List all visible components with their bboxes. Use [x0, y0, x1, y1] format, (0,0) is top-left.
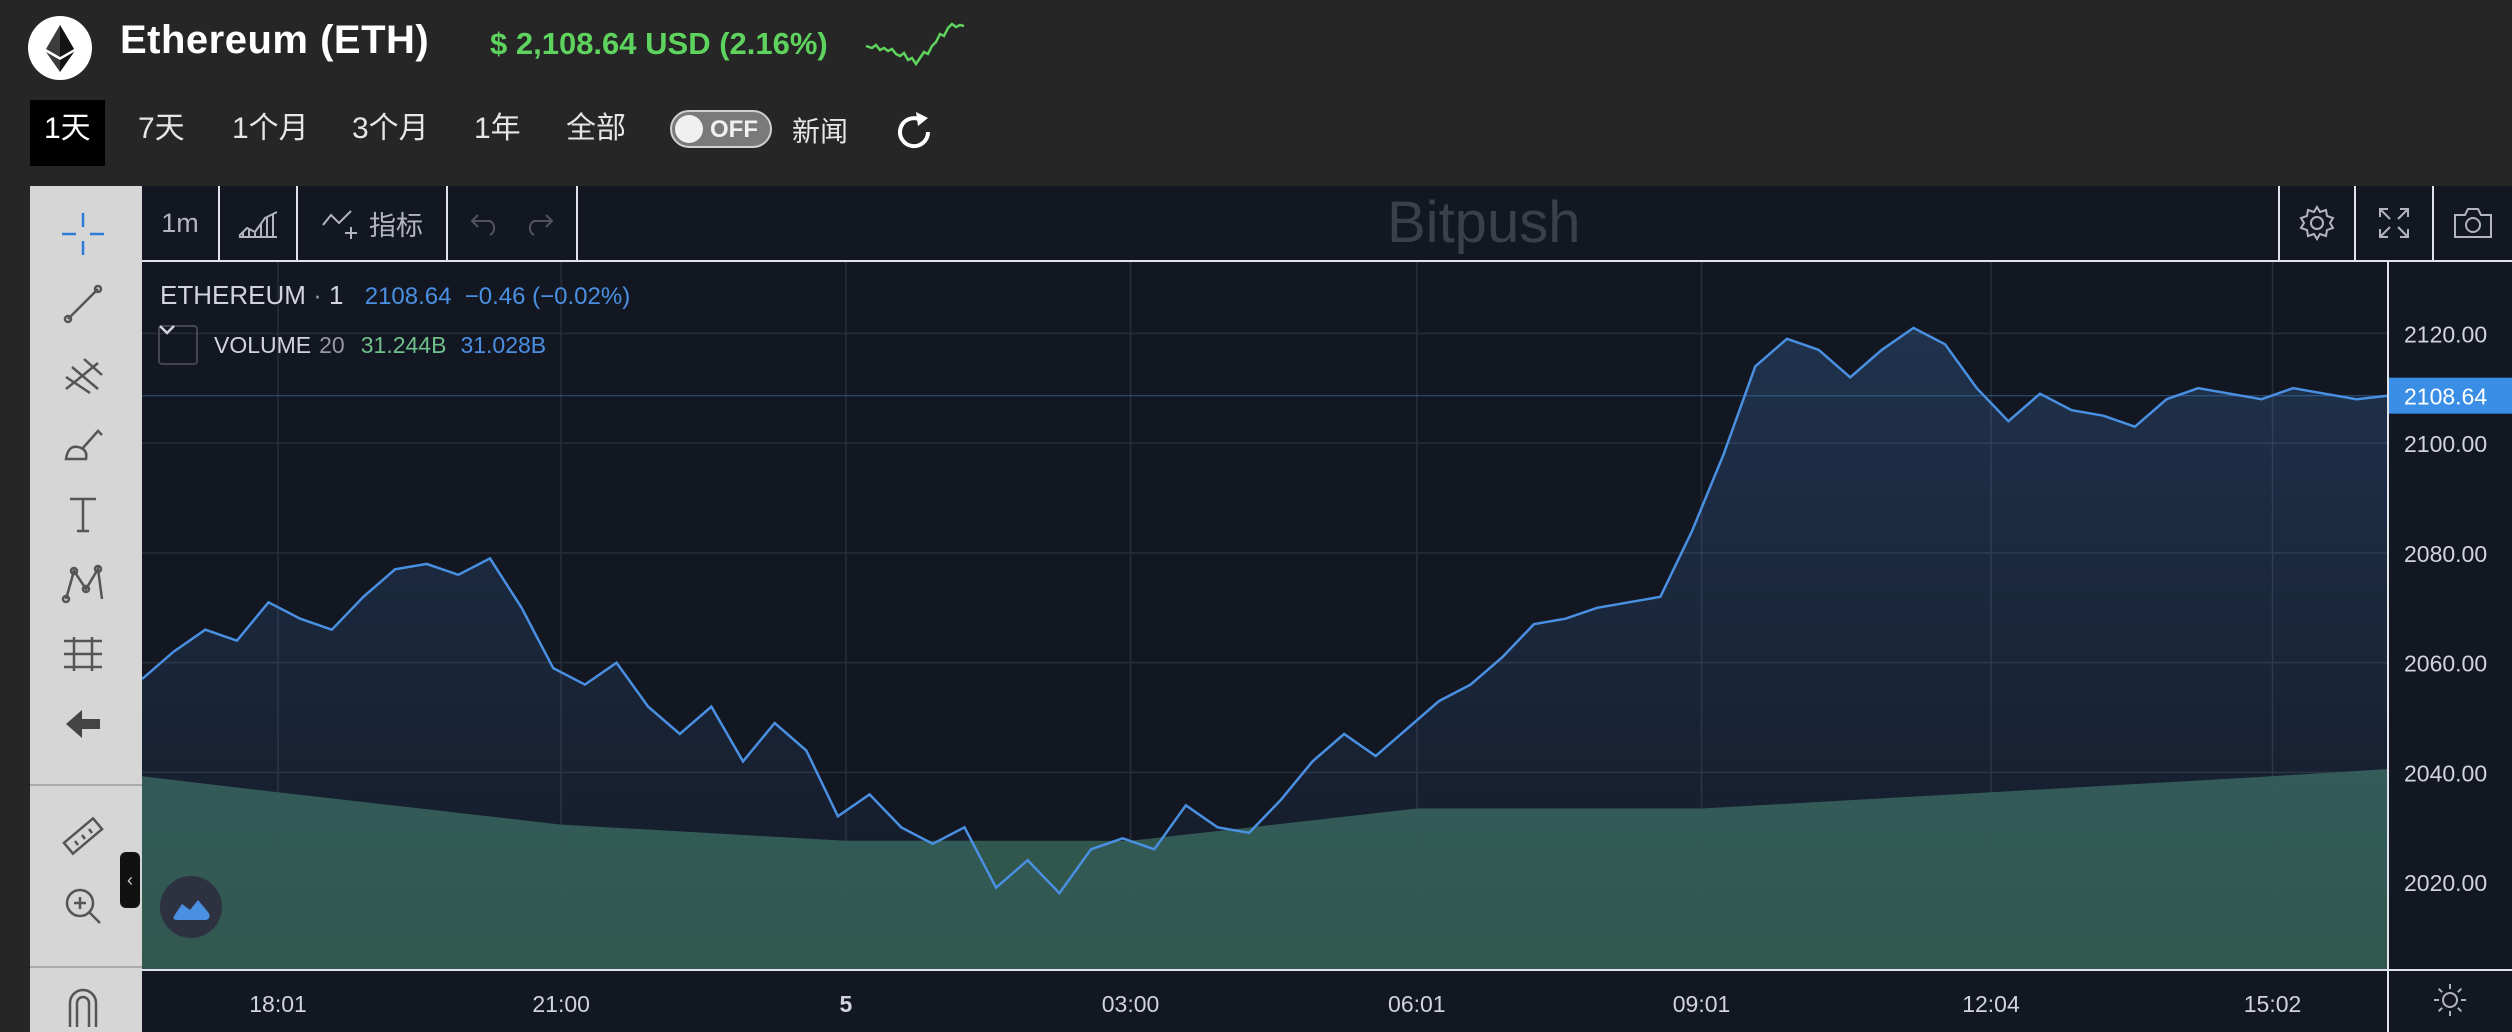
- news-toggle[interactable]: OFF: [670, 110, 772, 148]
- page-title: Ethereum (ETH): [120, 18, 430, 62]
- brush-icon[interactable]: [52, 416, 114, 472]
- magnet-icon[interactable]: [52, 976, 114, 1032]
- chevron-down-icon[interactable]: [158, 325, 198, 365]
- x-tick-label: 18:01: [249, 991, 307, 1017]
- pitchfork-icon[interactable]: [52, 346, 114, 402]
- news-label: 新闻: [792, 116, 849, 147]
- x-tick-label: 21:00: [532, 991, 590, 1017]
- tab-7d[interactable]: 7天: [138, 112, 185, 145]
- x-tick-label: 15:02: [2244, 991, 2302, 1017]
- trend-line-icon[interactable]: [52, 276, 114, 332]
- legend-price: 2108.64: [364, 283, 452, 310]
- sparkline-chart-icon: [865, 22, 965, 67]
- refresh-icon[interactable]: [890, 108, 938, 156]
- tab-1d[interactable]: 1天: [30, 100, 105, 166]
- zoom-in-icon[interactable]: [52, 878, 114, 934]
- y-tick-label: 2060.00: [2404, 651, 2487, 677]
- price-chart-svg[interactable]: 2020.00 2040.00 2060.00 2080.00 2100.00 2120.…: [142, 262, 2512, 1032]
- crosshair-icon[interactable]: [52, 206, 114, 262]
- volume-name: VOLUME: [214, 331, 312, 358]
- x-tick-label: 5: [839, 991, 852, 1017]
- x-tick-label: 06:01: [1388, 991, 1446, 1017]
- indicators-button[interactable]: 指标: [298, 186, 448, 260]
- y-tick-label: 2100.00: [2404, 431, 2487, 457]
- legend-interval: 1: [329, 280, 344, 310]
- volume-period: 20: [319, 331, 345, 358]
- expand-icon: [2379, 208, 2409, 238]
- ruler-icon[interactable]: [52, 808, 114, 864]
- chart-type-button[interactable]: [220, 186, 298, 260]
- last-price-tag: [2388, 377, 2512, 414]
- settings-button[interactable]: [2278, 186, 2356, 260]
- indicators-label: 指标: [369, 210, 423, 241]
- tab-all[interactable]: 全部: [566, 112, 626, 145]
- volume-ma: 31.028B: [460, 331, 547, 358]
- undo-icon[interactable]: [468, 209, 502, 237]
- volume-legend: VOLUME 20 31.244B 31.028B: [158, 324, 546, 366]
- brand-watermark: Bitpush: [1387, 190, 1581, 255]
- legend-symbol: ETHEREUM: [160, 280, 306, 310]
- chart-toolbar: 1m 指标 Bitpush: [142, 186, 2512, 262]
- gear-icon: [2299, 205, 2335, 241]
- y-tick-label: 2080.00: [2404, 541, 2487, 567]
- area-chart-icon: [238, 211, 278, 238]
- y-tick-label: 2040.00: [2404, 760, 2487, 786]
- indicators-icon: [322, 210, 357, 239]
- screenshot-button[interactable]: [2434, 186, 2512, 260]
- legend-change: −0.46 (−0.02%): [464, 283, 631, 310]
- interval-button[interactable]: 1m: [142, 186, 220, 260]
- x-tick-label: 12:04: [1962, 991, 2020, 1017]
- y-tick-label: 2020.00: [2404, 870, 2487, 896]
- tab-1m[interactable]: 1个月: [232, 112, 309, 145]
- back-arrow-icon[interactable]: [52, 696, 114, 752]
- price-line: [142, 326, 2389, 896]
- price-summary: $ 2,108.64 USD (2.16%): [490, 26, 828, 61]
- toolbar-divider: [30, 784, 142, 786]
- fullscreen-button[interactable]: [2356, 186, 2434, 260]
- toolbar-divider: [30, 966, 142, 968]
- collapse-toolbar-icon[interactable]: ‹: [120, 852, 140, 908]
- tab-1y[interactable]: 1年: [474, 112, 521, 145]
- camera-icon: [2454, 208, 2492, 238]
- undo-redo-group: [448, 186, 578, 260]
- price-chart[interactable]: 2020.00 2040.00 2060.00 2080.00 2100.00 2120.…: [142, 262, 2512, 1032]
- redo-icon[interactable]: [522, 209, 556, 237]
- last-price-label: 2108.64: [2404, 384, 2487, 410]
- ethereum-logo-icon: [28, 16, 92, 80]
- long-position-icon[interactable]: [52, 626, 114, 682]
- pattern-icon[interactable]: [52, 556, 114, 612]
- tab-3m[interactable]: 3个月: [352, 112, 429, 145]
- series-legend: ETHEREUM · 1 2108.64 −0.46 (−0.02%): [160, 280, 631, 310]
- x-tick-label: 09:01: [1673, 991, 1731, 1017]
- x-tick-label: 03:00: [1102, 991, 1160, 1017]
- y-tick-label: 2120.00: [2404, 321, 2487, 347]
- price-area: [142, 327, 2388, 970]
- toggle-knob: [675, 115, 703, 143]
- cloud-icon[interactable]: [160, 876, 222, 938]
- interval-label: 1m: [161, 207, 199, 238]
- text-tool-icon[interactable]: [52, 486, 114, 542]
- toggle-state-label: OFF: [710, 116, 758, 143]
- sun-icon: [2434, 984, 2466, 1016]
- volume-value: 31.244B: [360, 331, 447, 358]
